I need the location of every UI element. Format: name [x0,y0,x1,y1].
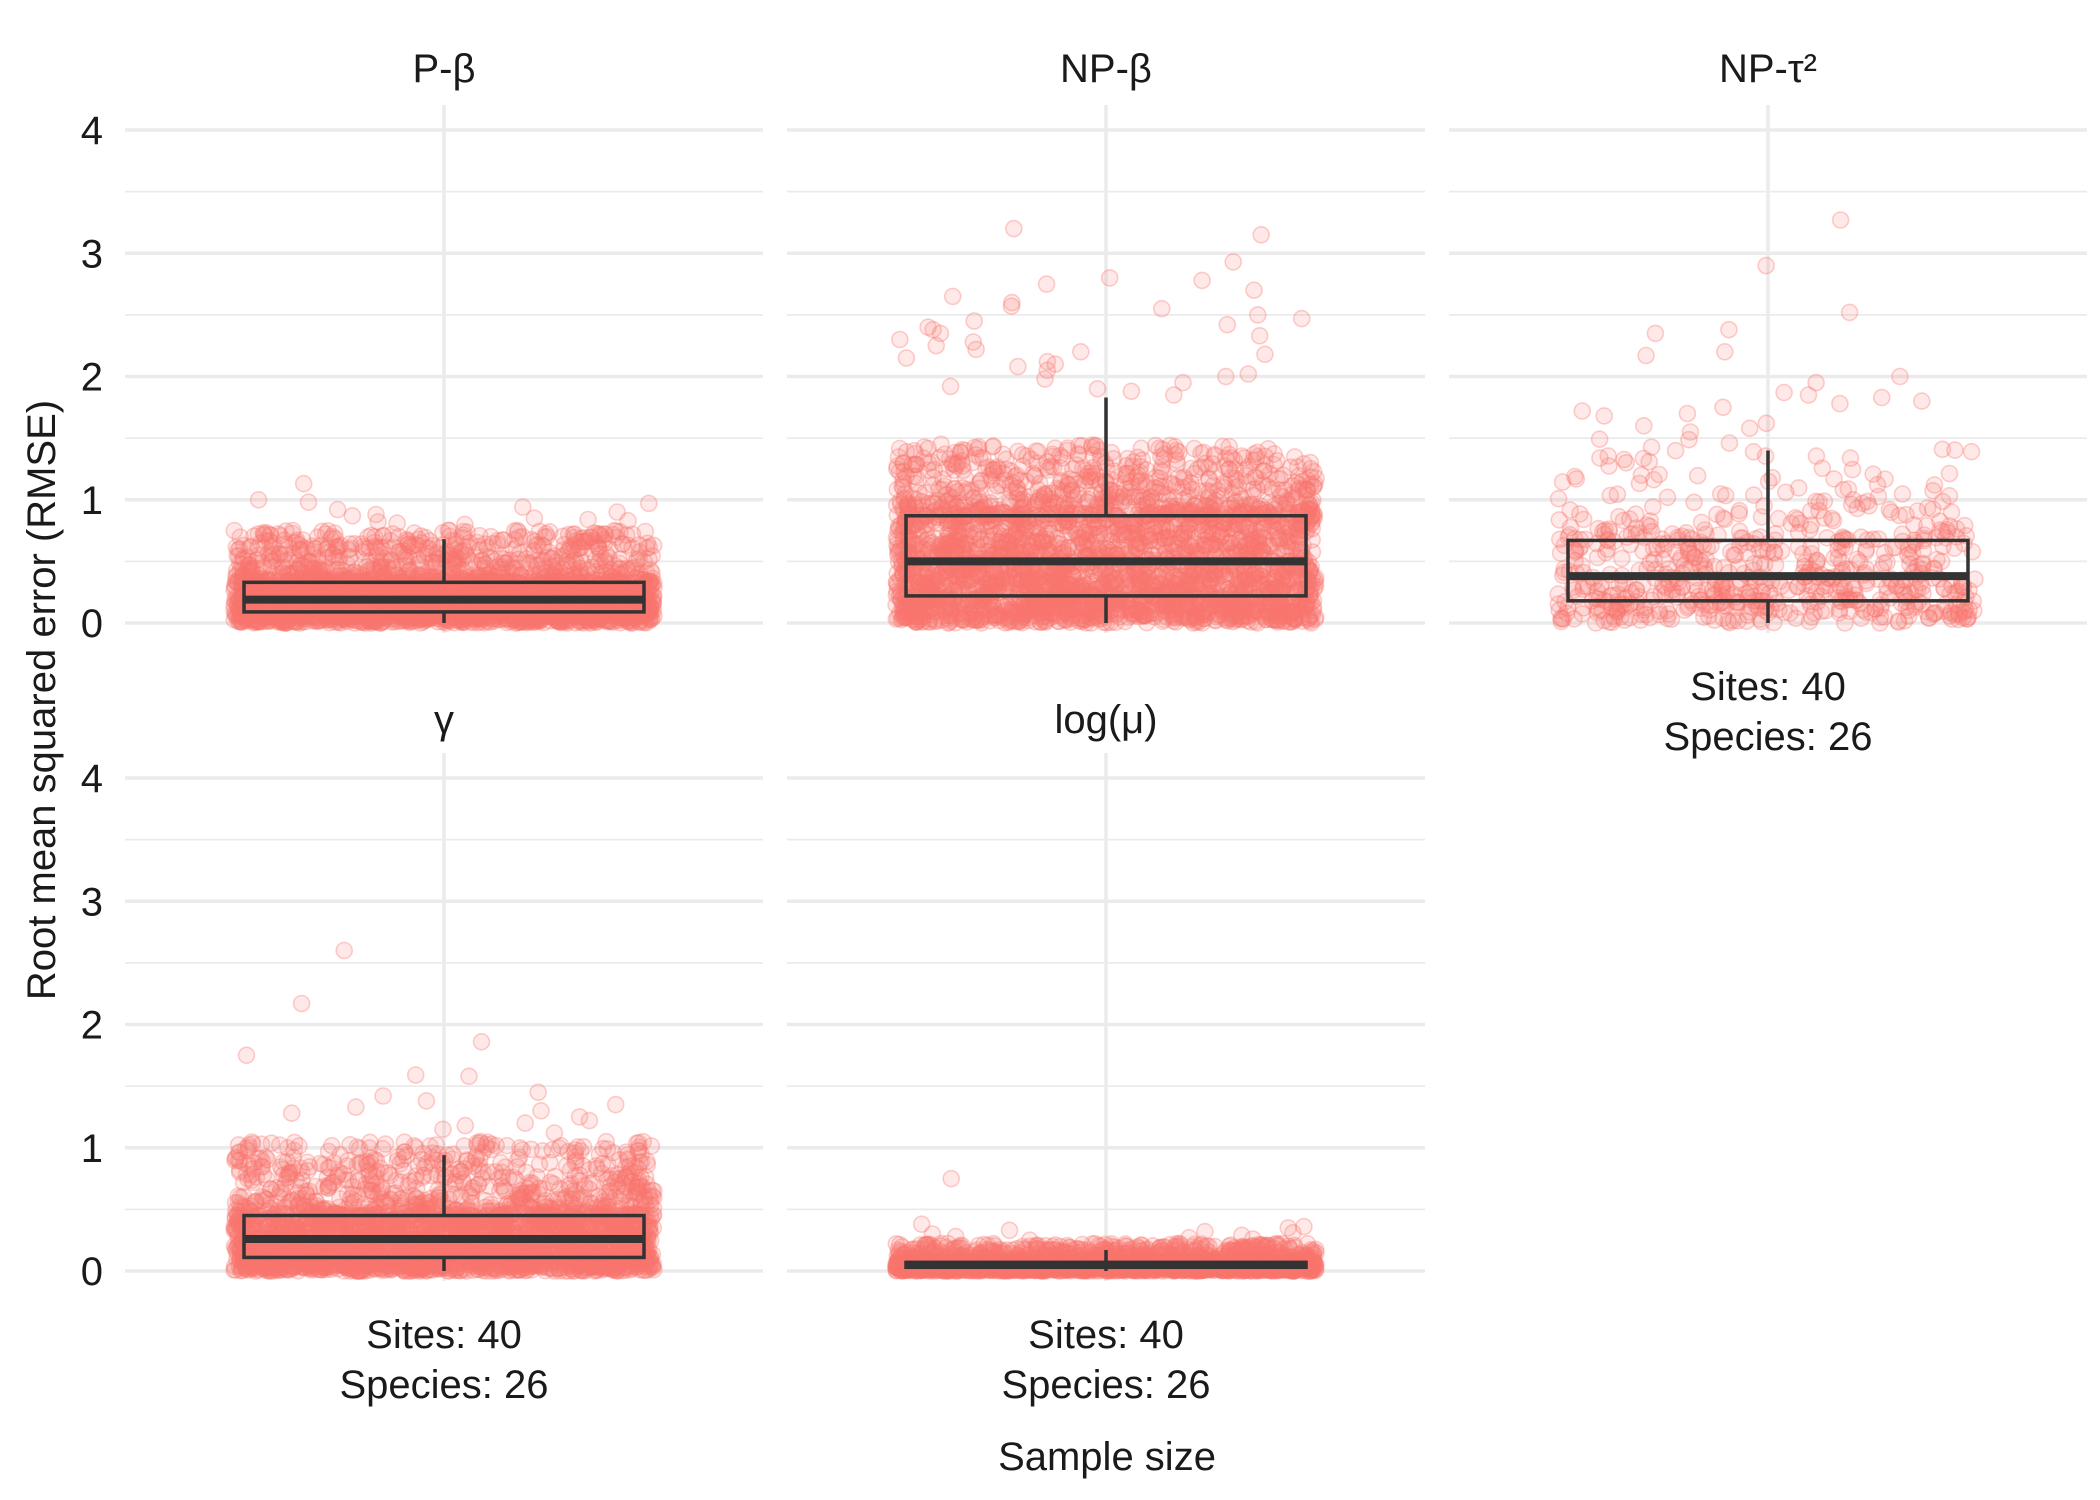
data-point [443,531,462,550]
data-point [594,530,613,549]
data-point [285,533,303,552]
data-point [293,531,312,549]
data-point [309,612,328,631]
y-tick-label: 1 [81,479,103,523]
data-point [282,567,300,586]
data-point [601,540,619,559]
data-point [469,537,487,556]
data-point [644,536,663,555]
data-point [503,600,521,619]
outlier-point [525,509,544,528]
data-point [359,562,377,580]
data-point [586,550,605,569]
data-point [470,526,489,545]
data-point [599,575,617,594]
data-point [342,539,360,558]
data-point [251,534,270,552]
outlier-point [294,474,313,493]
data-point [260,549,279,567]
data-point [260,531,279,550]
data-point [342,609,361,627]
panel-title: NP-β [1060,47,1152,91]
data-point [229,605,247,624]
data-point [231,605,250,623]
data-point [307,570,326,589]
outlier-point [369,513,387,531]
data-point [355,576,374,595]
y-tick-label: 2 [81,356,103,400]
data-point [400,561,419,580]
panel-0: 0 1 2 3 4 P-β [81,47,763,646]
data-point [500,551,519,569]
data-point [504,571,522,590]
panel-1: NP-β [787,47,1425,633]
data-point [588,576,606,595]
outlier-point [249,490,268,509]
data-point [580,612,598,631]
data-point [232,555,251,574]
data-point [240,555,259,574]
data-point [586,609,605,627]
y-tick-label: 3 [81,232,103,276]
data-point [637,539,656,557]
outlier-point [388,514,406,533]
data-point [630,549,649,568]
data-point [447,548,465,566]
data-point [471,612,490,631]
data-point [451,543,470,561]
outlier-point [579,510,597,529]
data-point [522,530,541,549]
data-point [505,530,524,549]
outlier-point [328,500,347,519]
outlier-point [299,493,318,512]
data-point [282,551,300,569]
data-point [569,539,588,558]
data-point [230,547,248,565]
data-point [401,537,420,555]
data-point [291,541,309,559]
data-point [375,567,394,586]
data-point [277,522,295,541]
data-point [446,535,465,554]
data-point [231,528,249,547]
data-point [571,562,590,581]
data-point [618,605,637,623]
outlier-point [343,506,362,525]
data-point [505,522,524,540]
y-tick-label: 0 [81,602,103,646]
data-point [365,560,383,579]
panel-title: P-β [412,47,475,91]
data-point [273,559,292,577]
outlier-point [619,511,637,530]
data-point [383,525,402,543]
data-point [263,547,282,565]
data-point [305,539,324,558]
outlier-point [455,515,474,534]
data-point [383,571,402,590]
data-point [476,555,494,574]
outlier-point [639,494,658,513]
data-point [643,547,661,565]
y-tick-label: 4 [81,109,103,153]
data-point [611,559,629,578]
data-point [365,533,384,552]
data-point [317,540,336,558]
